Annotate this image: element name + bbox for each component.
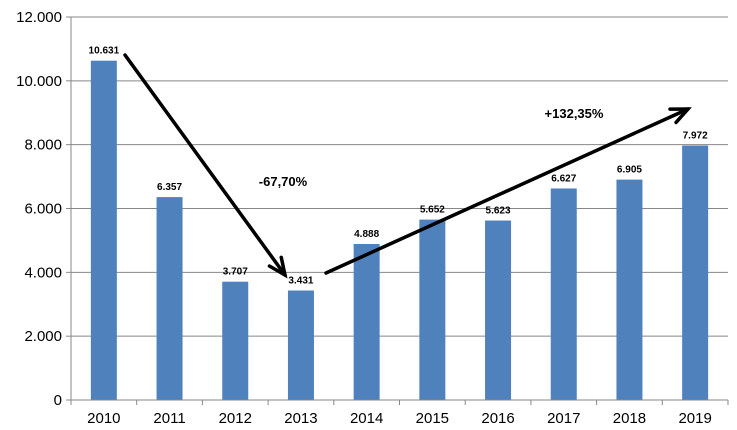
arrow-increase bbox=[324, 107, 692, 275]
data-label: 3.707 bbox=[223, 267, 248, 278]
arrow-increase-shaft bbox=[324, 107, 690, 275]
y-tick-label: 2.000 bbox=[24, 328, 62, 345]
arrow-decrease bbox=[123, 53, 288, 279]
data-label: 7.972 bbox=[683, 131, 708, 142]
data-label: 6.357 bbox=[157, 182, 182, 193]
data-label: 5.623 bbox=[486, 206, 511, 217]
x-tick-label: 2019 bbox=[678, 410, 711, 427]
x-axis-ticks: 2010 2011 2012 2013 2014 2015 2016 2017 2018 2019 bbox=[70, 400, 729, 427]
bar-2012 bbox=[222, 281, 249, 400]
data-label: 4.888 bbox=[354, 229, 379, 240]
x-tick-label: 2018 bbox=[613, 410, 646, 427]
y-axis-ticks: 0 2.000 4.000 6.000 8.000 10.000 12.000 bbox=[16, 9, 71, 409]
x-tick-label: 2010 bbox=[87, 410, 120, 427]
bar-2013 bbox=[287, 290, 314, 400]
arrow-increase-head bbox=[668, 107, 692, 125]
x-tick-label: 2014 bbox=[350, 410, 383, 427]
bar-2014 bbox=[353, 243, 380, 400]
bar-2011 bbox=[156, 197, 183, 400]
y-tick-label: 12.000 bbox=[16, 9, 62, 26]
bar-2019 bbox=[682, 145, 709, 400]
y-tick-label: 6.000 bbox=[24, 201, 62, 218]
bar-2017 bbox=[550, 188, 577, 400]
data-label: 3.431 bbox=[288, 275, 313, 286]
arrow-decrease-shaft bbox=[123, 53, 287, 277]
x-tick-label: 2013 bbox=[284, 410, 317, 427]
y-tick-label: 10.000 bbox=[16, 73, 62, 90]
x-tick-label: 2011 bbox=[153, 410, 185, 427]
bar-2010 bbox=[90, 60, 117, 401]
data-label: 5.652 bbox=[420, 205, 445, 216]
x-tick-label: 2017 bbox=[547, 410, 580, 427]
data-label: 10.631 bbox=[89, 46, 120, 57]
annotation-decrease: -67,70% bbox=[259, 174, 308, 189]
annotation-increase: +132,35% bbox=[545, 106, 604, 121]
x-tick-label: 2012 bbox=[219, 410, 252, 427]
x-tick-label: 2015 bbox=[416, 410, 449, 427]
bar-2016 bbox=[485, 220, 512, 400]
y-tick-label: 0 bbox=[54, 392, 62, 409]
data-label: 6.905 bbox=[617, 165, 642, 176]
y-tick-label: 4.000 bbox=[24, 264, 62, 281]
data-labels: 10.631 6.357 3.707 3.431 4.888 5.652 5.623 6.62… bbox=[89, 46, 709, 287]
trend-arrows: -67,70% +132,35% bbox=[123, 53, 692, 279]
bars bbox=[90, 60, 709, 401]
arrow-decrease-head bbox=[267, 255, 288, 279]
y-tick-label: 8.000 bbox=[24, 137, 62, 154]
x-tick-label: 2016 bbox=[481, 410, 514, 427]
bar-2015 bbox=[419, 219, 446, 400]
bar-2018 bbox=[616, 179, 643, 400]
data-label: 6.627 bbox=[551, 173, 576, 184]
